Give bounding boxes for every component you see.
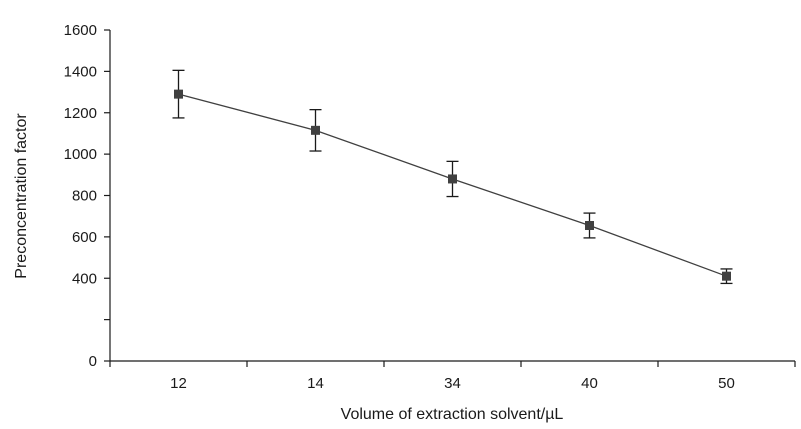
data-point-34	[448, 174, 457, 184]
data-point-12	[174, 89, 183, 99]
y-tick-label-0: 0	[89, 353, 97, 370]
x-tick-label-34: 34	[444, 375, 461, 392]
data-point-50	[722, 271, 731, 281]
data-point-14	[311, 125, 320, 135]
y-axis-title: Preconcentration factor	[13, 113, 30, 279]
x-tick-label-12: 12	[170, 375, 187, 392]
x-tick-label-50: 50	[718, 375, 735, 392]
y-tick-label-400: 400	[72, 270, 97, 287]
x-ticks: 12 14 34 40 50	[109, 361, 796, 392]
y-tick-label-1600: 1600	[64, 22, 97, 39]
y-tick-label-1000: 1000	[64, 146, 97, 163]
data-point-40	[585, 220, 594, 230]
y-ticks: 0 400 600 800 1000 1200 1400 1600	[64, 22, 110, 370]
x-tick-label-40: 40	[581, 375, 598, 392]
data-series	[172, 69, 733, 285]
x-axis-title: Volume of extraction solvent/µL	[341, 406, 564, 423]
y-tick-label-1200: 1200	[64, 105, 97, 122]
y-tick-label-600: 600	[72, 229, 97, 246]
y-tick-label-1400: 1400	[64, 63, 97, 80]
y-tick-label-800: 800	[72, 188, 97, 205]
x-tick-label-14: 14	[307, 375, 324, 392]
